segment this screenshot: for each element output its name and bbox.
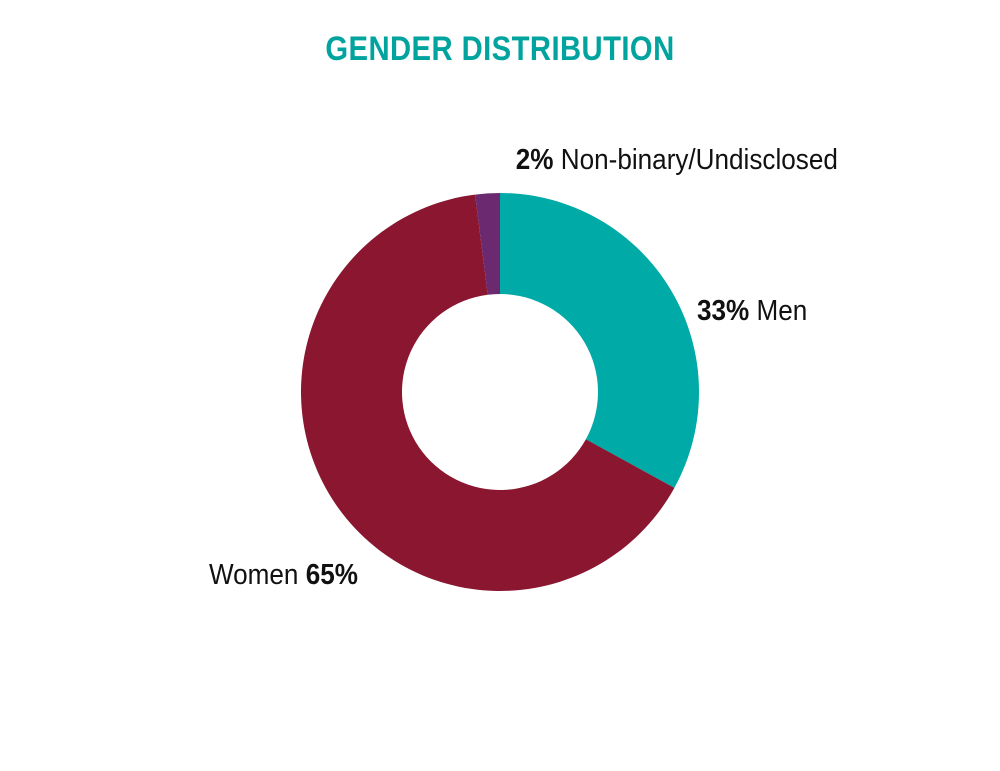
slice-percent-women: 65% <box>305 559 358 591</box>
slice-percent-men: 33% <box>697 295 750 327</box>
donut-slice-men <box>500 193 700 488</box>
slice-label-men: 33% Men <box>697 295 807 328</box>
donut-slices <box>301 193 700 592</box>
slice-name-men: Men <box>756 295 808 327</box>
slice-name-women: Women <box>209 559 299 591</box>
slice-percent-non-binary: 2% <box>515 144 554 176</box>
slice-label-non-binary: 2% Non-binary/Undisclosed <box>516 144 838 177</box>
chart-title: GENDER DISTRIBUTION <box>325 30 675 68</box>
slice-label-women: Women 65% <box>209 559 358 592</box>
donut-slice-women <box>301 194 675 592</box>
slice-name-non-binary: Non-binary/Undisclosed <box>560 144 838 176</box>
donut-slice-non-binary-undisclosed <box>475 193 500 295</box>
